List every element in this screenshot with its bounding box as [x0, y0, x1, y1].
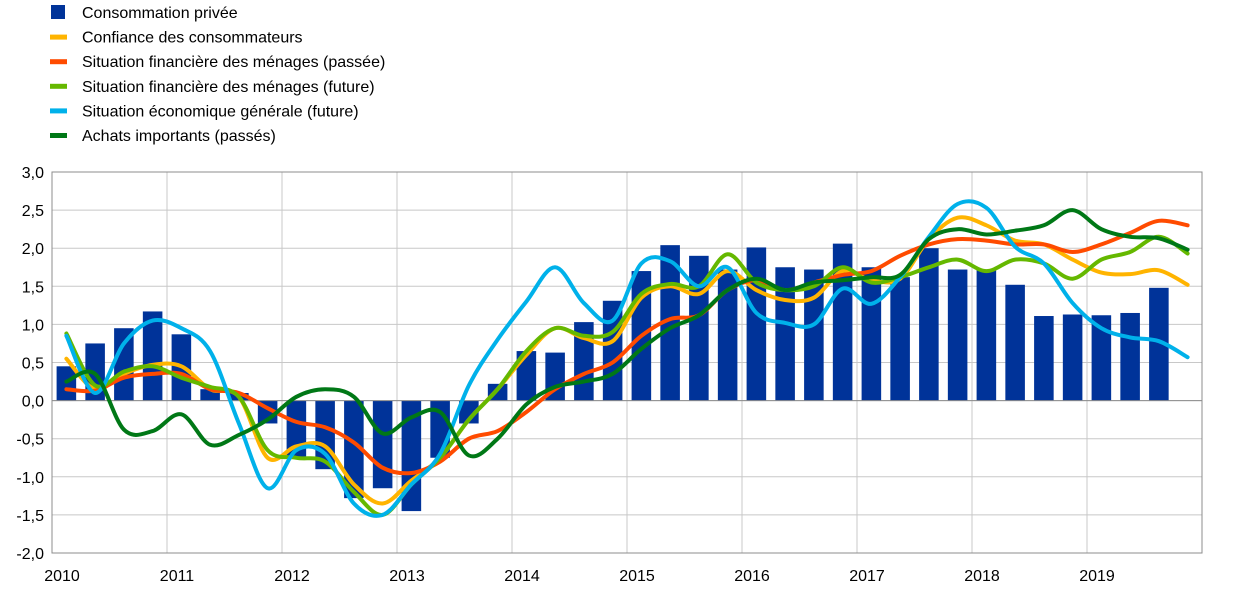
legend-entry: Consommation privée: [51, 5, 238, 22]
series-line-5: [64, 208, 1190, 459]
plot-frame: [51, 171, 1203, 554]
bar: [459, 400, 479, 424]
series-line-2: [64, 218, 1190, 476]
x-tick-label: 2011: [160, 568, 195, 585]
legend-label: Situation économique générale (future): [82, 103, 359, 120]
series-line-4: [64, 199, 1190, 518]
bar: [804, 269, 824, 401]
line-series: [64, 199, 1190, 518]
bar: [114, 328, 134, 401]
bar: [1120, 312, 1140, 401]
legend: Consommation privée Confiance des consomm…: [50, 5, 385, 145]
legend-label: Situation financière des ménages (future…: [82, 79, 375, 96]
y-tick-label: 2,0: [22, 241, 44, 258]
bar: [717, 269, 738, 401]
y-tick-label: -1,5: [16, 508, 44, 525]
legend-swatch: [50, 59, 67, 65]
x-tick-label: 2017: [849, 568, 885, 585]
legend-entry: Confiance des consommateurs: [50, 30, 303, 47]
legend-swatch: [50, 83, 67, 89]
legend-label: Achats importants (passés): [82, 128, 276, 145]
bar: [372, 400, 393, 489]
bar: [919, 248, 939, 401]
bar: [976, 269, 997, 401]
bar: [1149, 287, 1169, 401]
y-tick-label: 3,0: [22, 165, 44, 182]
legend-entry: Situation financière des ménages (future…: [50, 79, 375, 96]
bar: [602, 300, 623, 401]
bar: [1062, 314, 1083, 401]
x-tick-label: 2014: [504, 568, 540, 585]
legend-swatch: [50, 108, 67, 114]
x-tick-label: 2013: [389, 568, 425, 585]
legend-entry: Situation économique générale (future): [50, 103, 359, 120]
legend-label: Situation financière des ménages (passée…: [82, 54, 385, 71]
bar: [516, 351, 537, 401]
bar: [746, 247, 767, 401]
bar: [1034, 316, 1054, 401]
bar: [947, 269, 968, 401]
y-tick-label: 0,5: [22, 356, 44, 373]
y-tick-label: 0,0: [22, 394, 44, 411]
legend-label: Confiance des consommateurs: [82, 30, 303, 47]
y-tick-label: -0,5: [16, 432, 44, 449]
bar: [142, 311, 163, 401]
x-tick-label: 2018: [964, 568, 1000, 585]
x-tick-label: 2019: [1079, 568, 1115, 585]
bar: [832, 243, 853, 401]
legend-swatch: [51, 5, 65, 19]
x-tick-label: 2012: [274, 568, 310, 585]
y-tick-label: 2,5: [22, 203, 44, 220]
x-tick-label: 2010: [44, 568, 80, 585]
bar: [200, 389, 220, 401]
legend-swatch: [50, 34, 67, 40]
bar: [861, 267, 882, 401]
bar: [344, 400, 364, 499]
axes: 3,02,52,01,51,00,50,0-0,5-1,0-1,5-2,0201…: [16, 165, 1203, 585]
legend-entry: Achats importants (passés): [50, 128, 276, 145]
bar: [890, 277, 910, 401]
legend-swatch: [50, 133, 67, 138]
y-tick-label: 1,5: [22, 279, 44, 296]
y-tick-label: -2,0: [16, 546, 44, 563]
legend-entry: Situation financière des ménages (passée…: [50, 54, 385, 71]
x-tick-label: 2016: [734, 568, 770, 585]
y-tick-label: 1,0: [22, 317, 44, 334]
legend-label: Consommation privée: [82, 5, 238, 22]
bar: [1005, 284, 1025, 401]
series-line-3: [64, 234, 1190, 517]
y-tick-label: -1,0: [16, 470, 44, 487]
bar: [1091, 315, 1112, 401]
x-tick-label: 2015: [619, 568, 655, 585]
